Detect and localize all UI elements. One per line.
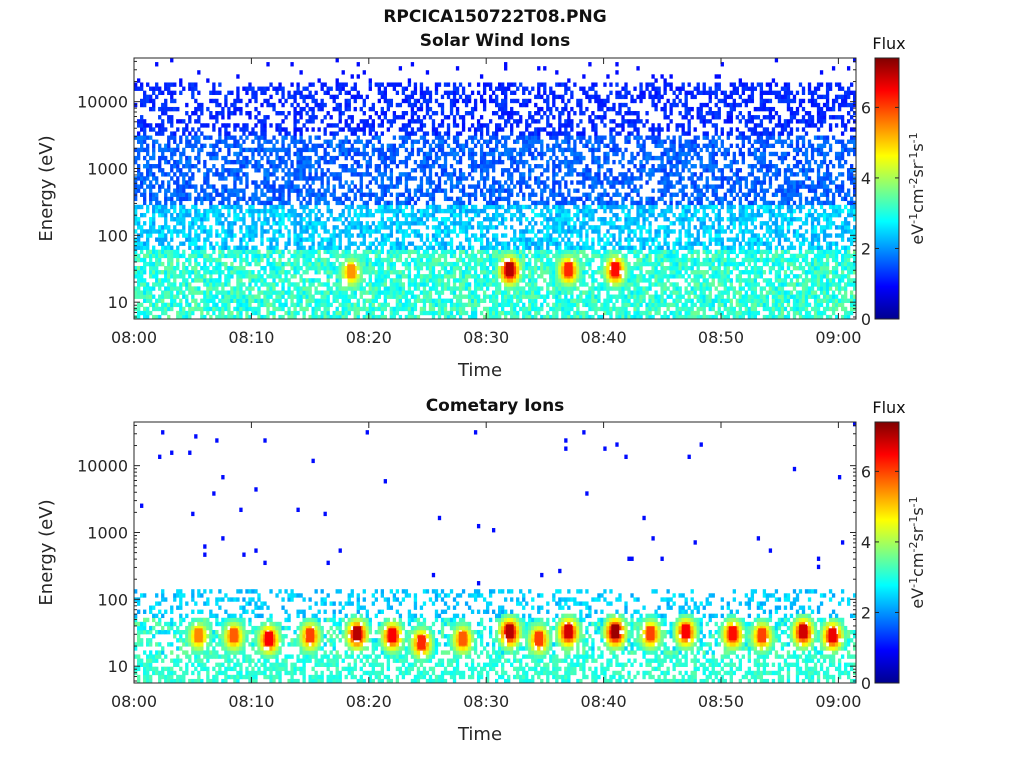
x-tick-label-solar-wind-4: 08:40 — [581, 328, 627, 347]
x-tick-label-cometary-2: 08:20 — [346, 692, 392, 711]
flux-peak-cometary-9 — [535, 631, 543, 646]
x-axis-label-solar-wind: Time — [457, 360, 502, 381]
y-tick-label-solar-wind-0: 10 — [108, 293, 128, 312]
x-tick-label-solar-wind-0: 08:00 — [111, 328, 157, 347]
flux-peak-cometary-12 — [646, 626, 655, 641]
flux-peak-solar-wind-3 — [347, 264, 356, 279]
x-axis-label-cometary: Time — [457, 724, 502, 745]
panel-title-cometary: Cometary Ions — [425, 396, 565, 416]
flux-cells-cometary — [134, 422, 857, 684]
colorbar-solar-wind: 0 2 4 6 Flux eV-1cm-2sr-1s-1 — [861, 34, 927, 329]
spectrogram-solar-wind: 08:00 08:10 08:20 08:30 08:40 08:50 09:00 10 100… — [36, 34, 927, 381]
colorbar-tick-label-solar-wind-1: 2 — [861, 239, 871, 258]
x-tick-label-cometary-4: 08:40 — [581, 692, 627, 711]
colorbar-scale-solar-wind — [874, 57, 900, 320]
flux-peak-cometary-4 — [353, 626, 362, 641]
flux-peak-solar-wind-2 — [611, 262, 620, 277]
colorbar-cometary: 0 2 4 6 Flux eV-1cm-2sr-1s-1 — [861, 398, 927, 693]
x-tick-label-solar-wind-2: 08:20 — [346, 328, 392, 347]
colorbar-scale-cometary — [874, 421, 900, 684]
y-tick-label-cometary-0: 10 — [108, 657, 128, 676]
x-tick-label-cometary-5: 08:50 — [698, 692, 744, 711]
colorbar-unit-label-solar-wind: eV-1cm-2sr-1s-1 — [907, 132, 927, 244]
y-axis-label-solar-wind: Energy (eV) — [36, 135, 57, 241]
y-tick-label-solar-wind-2: 1000 — [87, 159, 128, 178]
x-tick-label-solar-wind-5: 08:50 — [698, 328, 744, 347]
spectrogram-cometary: 08:00 08:10 08:20 08:30 08:40 08:50 09:00 10 100… — [36, 398, 927, 745]
x-tick-label-solar-wind-1: 08:10 — [228, 328, 274, 347]
x-tick-label-cometary-3: 08:30 — [463, 692, 509, 711]
y-axis-label-cometary: Energy (eV) — [36, 499, 57, 605]
flux-peak-cometary-6 — [417, 635, 426, 650]
flux-peak-cometary-8 — [505, 624, 514, 639]
flux-peak-cometary-13 — [681, 624, 690, 639]
flux-peak-solar-wind-0 — [505, 262, 514, 277]
colorbar-tick-label-solar-wind-0: 0 — [861, 310, 871, 329]
y-tick-label-cometary-2: 1000 — [87, 523, 128, 542]
x-tick-label-cometary-1: 08:10 — [228, 692, 274, 711]
y-tick-label-cometary-1: 100 — [97, 590, 128, 609]
flux-peak-cometary-10 — [564, 624, 573, 639]
flux-peak-cometary-17 — [828, 628, 837, 643]
x-tick-label-cometary-6: 09:00 — [815, 692, 861, 711]
flux-peak-cometary-16 — [799, 624, 808, 639]
x-tick-label-solar-wind-3: 08:30 — [463, 328, 509, 347]
flux-peaks-cometary — [194, 624, 837, 650]
colorbar-title-cometary: Flux — [872, 398, 905, 417]
panel-title-solar-wind: Solar Wind Ions — [419, 31, 571, 51]
flux-peak-cometary-11 — [611, 624, 620, 639]
y-tick-label-solar-wind-1: 100 — [97, 226, 128, 245]
flux-peak-cometary-1 — [229, 628, 238, 643]
flux-peak-cometary-5 — [388, 628, 397, 643]
colorbar-unit-label-cometary: eV-1cm-2sr-1s-1 — [907, 496, 927, 608]
flux-peak-solar-wind-1 — [564, 262, 573, 277]
colorbar-tick-label-cometary-2: 4 — [861, 533, 871, 552]
colorbar-tick-label-solar-wind-3: 6 — [861, 98, 871, 117]
colorbar-tick-label-cometary-3: 6 — [861, 462, 871, 481]
flux-peak-cometary-0 — [194, 628, 203, 643]
flux-peaks-solar-wind — [347, 262, 620, 279]
x-tick-label-solar-wind-6: 09:00 — [815, 328, 861, 347]
y-tick-label-cometary-3: 10000 — [77, 457, 128, 476]
flux-peak-cometary-2 — [265, 631, 273, 646]
x-tick-label-cometary-0: 08:00 — [111, 692, 157, 711]
colorbar-tick-label-solar-wind-2: 4 — [861, 169, 871, 188]
flux-peak-cometary-7 — [458, 631, 467, 646]
figure-title: RPCICA150722T08.PNG — [383, 7, 607, 27]
colorbar-title-solar-wind: Flux — [872, 34, 905, 53]
colorbar-tick-label-cometary-0: 0 — [861, 674, 871, 693]
colorbar-tick-label-cometary-1: 2 — [861, 603, 871, 622]
y-tick-label-solar-wind-3: 10000 — [77, 93, 128, 112]
flux-cells-solar-wind — [134, 58, 857, 320]
flux-peak-cometary-3 — [306, 628, 315, 643]
flux-peak-cometary-14 — [728, 626, 737, 641]
flux-peak-cometary-15 — [758, 628, 767, 643]
